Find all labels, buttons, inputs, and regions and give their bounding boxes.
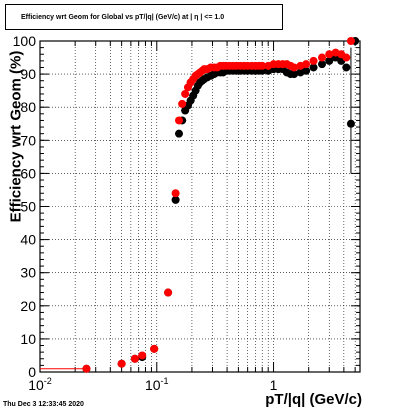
grid-lines bbox=[39, 40, 360, 373]
data-series bbox=[40, 37, 360, 373]
data-point bbox=[318, 53, 327, 62]
data-point bbox=[181, 89, 190, 98]
data-point bbox=[346, 37, 355, 45]
x-tick-label: 10-2 bbox=[28, 376, 52, 393]
data-point bbox=[346, 119, 355, 128]
data-point bbox=[290, 70, 299, 79]
x-axis-label: pT/|q| (GeV/c) bbox=[265, 391, 362, 408]
y-tick-label: 80 bbox=[20, 99, 36, 115]
data-point bbox=[258, 61, 267, 70]
data-point bbox=[174, 116, 183, 125]
x-tick-label: 10-1 bbox=[145, 376, 169, 393]
timestamp: Thu Dec 3 12:33:45 2020 bbox=[3, 401, 84, 408]
data-point bbox=[164, 288, 173, 297]
data-point bbox=[290, 63, 299, 72]
y-tick-label: 70 bbox=[20, 132, 36, 148]
data-point bbox=[309, 56, 318, 65]
axes: 0 10 20 30 40 50 60 70 80 90 100 10-2 10-1 1 bbox=[13, 33, 361, 393]
data-point bbox=[302, 66, 311, 75]
plot-frame bbox=[39, 40, 361, 373]
y-tick-label: 90 bbox=[20, 66, 36, 82]
y-tick-label: 0 bbox=[28, 364, 36, 380]
data-point bbox=[342, 63, 351, 72]
data-point bbox=[171, 195, 180, 204]
chart-title: Efficiency wrt Geom for Global vs pT/|q|… bbox=[5, 4, 283, 30]
y-tick-label: 50 bbox=[20, 199, 36, 215]
y-tick-label: 10 bbox=[20, 331, 36, 347]
data-point bbox=[138, 351, 147, 360]
y-tick-label: 100 bbox=[13, 33, 37, 49]
data-point bbox=[174, 129, 183, 138]
data-point bbox=[150, 344, 159, 353]
data-point bbox=[309, 63, 318, 72]
data-point bbox=[171, 189, 180, 198]
x-tick-label: 1 bbox=[270, 377, 278, 393]
data-point bbox=[325, 50, 334, 59]
y-axis-label: Efficiency wrt Geom (%) bbox=[7, 50, 25, 223]
data-point bbox=[342, 53, 351, 62]
y-tick-label: 20 bbox=[20, 298, 36, 314]
data-point bbox=[318, 60, 327, 69]
data-point bbox=[302, 60, 311, 69]
data-point bbox=[178, 99, 187, 108]
y-tick-label: 30 bbox=[20, 265, 36, 281]
data-point bbox=[325, 56, 334, 65]
data-point bbox=[82, 364, 91, 373]
y-tick-label: 60 bbox=[20, 165, 36, 181]
data-point bbox=[117, 359, 126, 368]
data-point bbox=[130, 354, 139, 363]
y-tick-label: 40 bbox=[20, 232, 36, 248]
